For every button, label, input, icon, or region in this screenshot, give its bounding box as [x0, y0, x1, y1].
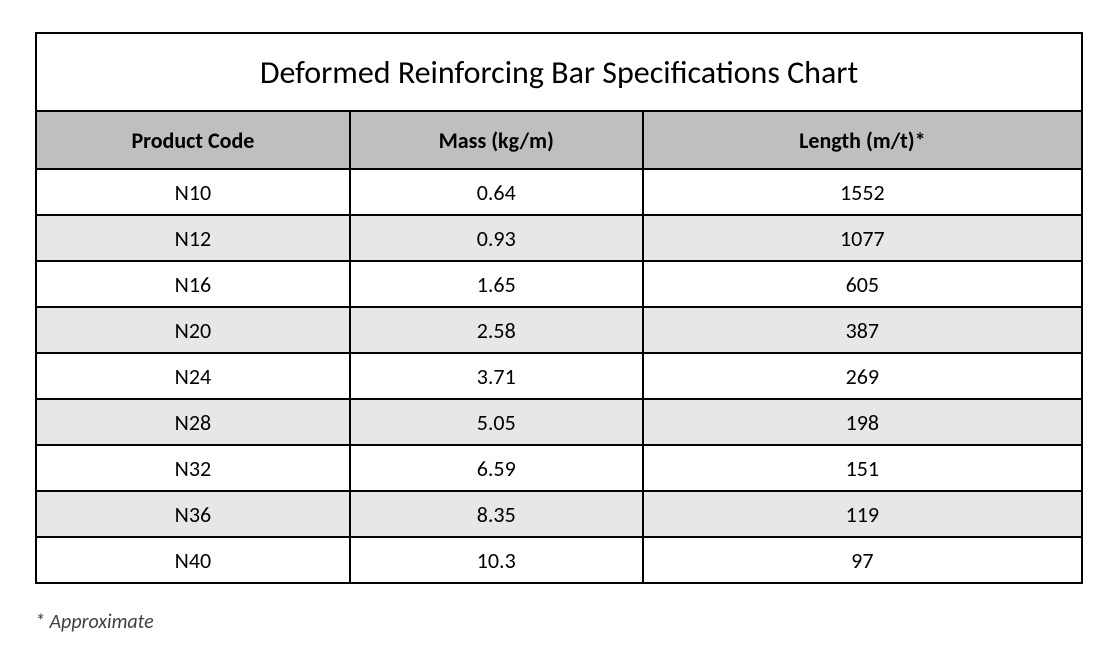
- cell-length: 269: [643, 353, 1082, 399]
- cell-mass: 10.3: [350, 537, 643, 583]
- cell-length: 198: [643, 399, 1082, 445]
- cell-length: 97: [643, 537, 1082, 583]
- cell-mass: 2.58: [350, 307, 643, 353]
- cell-product-code: N10: [36, 169, 350, 215]
- cell-product-code: N36: [36, 491, 350, 537]
- cell-length: 151: [643, 445, 1082, 491]
- cell-product-code: N40: [36, 537, 350, 583]
- cell-product-code: N16: [36, 261, 350, 307]
- table-row: N40 10.3 97: [36, 537, 1082, 583]
- table-title: Deformed Reinforcing Bar Specifications …: [36, 33, 1082, 111]
- cell-mass: 0.93: [350, 215, 643, 261]
- cell-length: 387: [643, 307, 1082, 353]
- cell-mass: 0.64: [350, 169, 643, 215]
- table-row: N28 5.05 198: [36, 399, 1082, 445]
- cell-product-code: N32: [36, 445, 350, 491]
- cell-length: 1552: [643, 169, 1082, 215]
- cell-length: 119: [643, 491, 1082, 537]
- cell-product-code: N20: [36, 307, 350, 353]
- cell-mass: 3.71: [350, 353, 643, 399]
- footnote: * Approximate: [35, 610, 1083, 634]
- table-row: N10 0.64 1552: [36, 169, 1082, 215]
- cell-mass: 5.05: [350, 399, 643, 445]
- table-row: N20 2.58 387: [36, 307, 1082, 353]
- title-row: Deformed Reinforcing Bar Specifications …: [36, 33, 1082, 111]
- table-row: N36 8.35 119: [36, 491, 1082, 537]
- col-header-mass: Mass (kg/m): [350, 111, 643, 169]
- col-header-product-code: Product Code: [36, 111, 350, 169]
- header-row: Product Code Mass (kg/m) Length (m/t)*: [36, 111, 1082, 169]
- cell-product-code: N24: [36, 353, 350, 399]
- table-row: N24 3.71 269: [36, 353, 1082, 399]
- cell-length: 1077: [643, 215, 1082, 261]
- cell-mass: 1.65: [350, 261, 643, 307]
- cell-product-code: N28: [36, 399, 350, 445]
- cell-product-code: N12: [36, 215, 350, 261]
- col-header-length: Length (m/t)*: [643, 111, 1082, 169]
- table-row: N12 0.93 1077: [36, 215, 1082, 261]
- spec-table: Deformed Reinforcing Bar Specifications …: [35, 32, 1083, 584]
- page: Deformed Reinforcing Bar Specifications …: [0, 0, 1118, 666]
- cell-length: 605: [643, 261, 1082, 307]
- cell-mass: 8.35: [350, 491, 643, 537]
- table-row: N32 6.59 151: [36, 445, 1082, 491]
- cell-mass: 6.59: [350, 445, 643, 491]
- table-row: N16 1.65 605: [36, 261, 1082, 307]
